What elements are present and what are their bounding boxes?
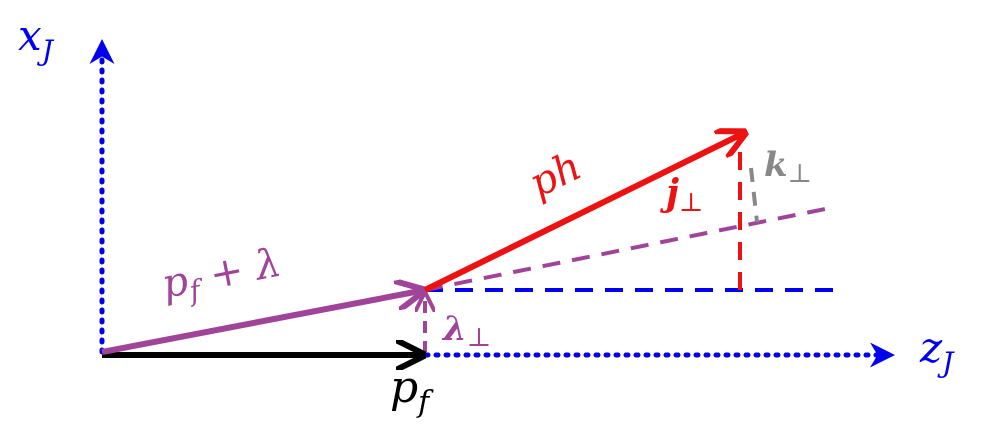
k-perp-label: k⊥ bbox=[764, 145, 812, 189]
label-main: j bbox=[660, 172, 679, 214]
label-suffix: + λ bbox=[193, 240, 285, 301]
purple-dashed bbox=[424, 205, 836, 292]
p-f-label: pf bbox=[390, 362, 434, 420]
label-sub: J bbox=[37, 34, 55, 67]
label-main: p bbox=[390, 362, 418, 413]
p-f-lambda-arrow bbox=[101, 291, 420, 355]
label-sub: J bbox=[937, 346, 955, 379]
label-sub: ⊥ bbox=[467, 323, 491, 353]
p-f-lambda-label: pf + λ bbox=[158, 240, 286, 313]
p-h-arrow bbox=[423, 134, 742, 293]
label-sub: f bbox=[416, 385, 434, 420]
x-axis-label: xJ bbox=[18, 11, 55, 67]
p-h-label: ph bbox=[522, 143, 588, 207]
lambda-perp-label: λ⊥ bbox=[441, 309, 491, 353]
label-sub: ⊥ bbox=[679, 188, 703, 218]
gray-dashed bbox=[749, 167, 759, 223]
label-main: λ bbox=[441, 309, 467, 349]
j-perp-label: j⊥ bbox=[660, 172, 703, 218]
label-main: z bbox=[919, 323, 943, 372]
z-axis-label: zJ bbox=[919, 323, 955, 379]
label-main: x bbox=[18, 11, 42, 60]
label-main: k bbox=[764, 145, 788, 185]
label-sub: ⊥ bbox=[788, 159, 812, 189]
label-main: p bbox=[158, 258, 192, 308]
axes bbox=[89, 39, 895, 368]
